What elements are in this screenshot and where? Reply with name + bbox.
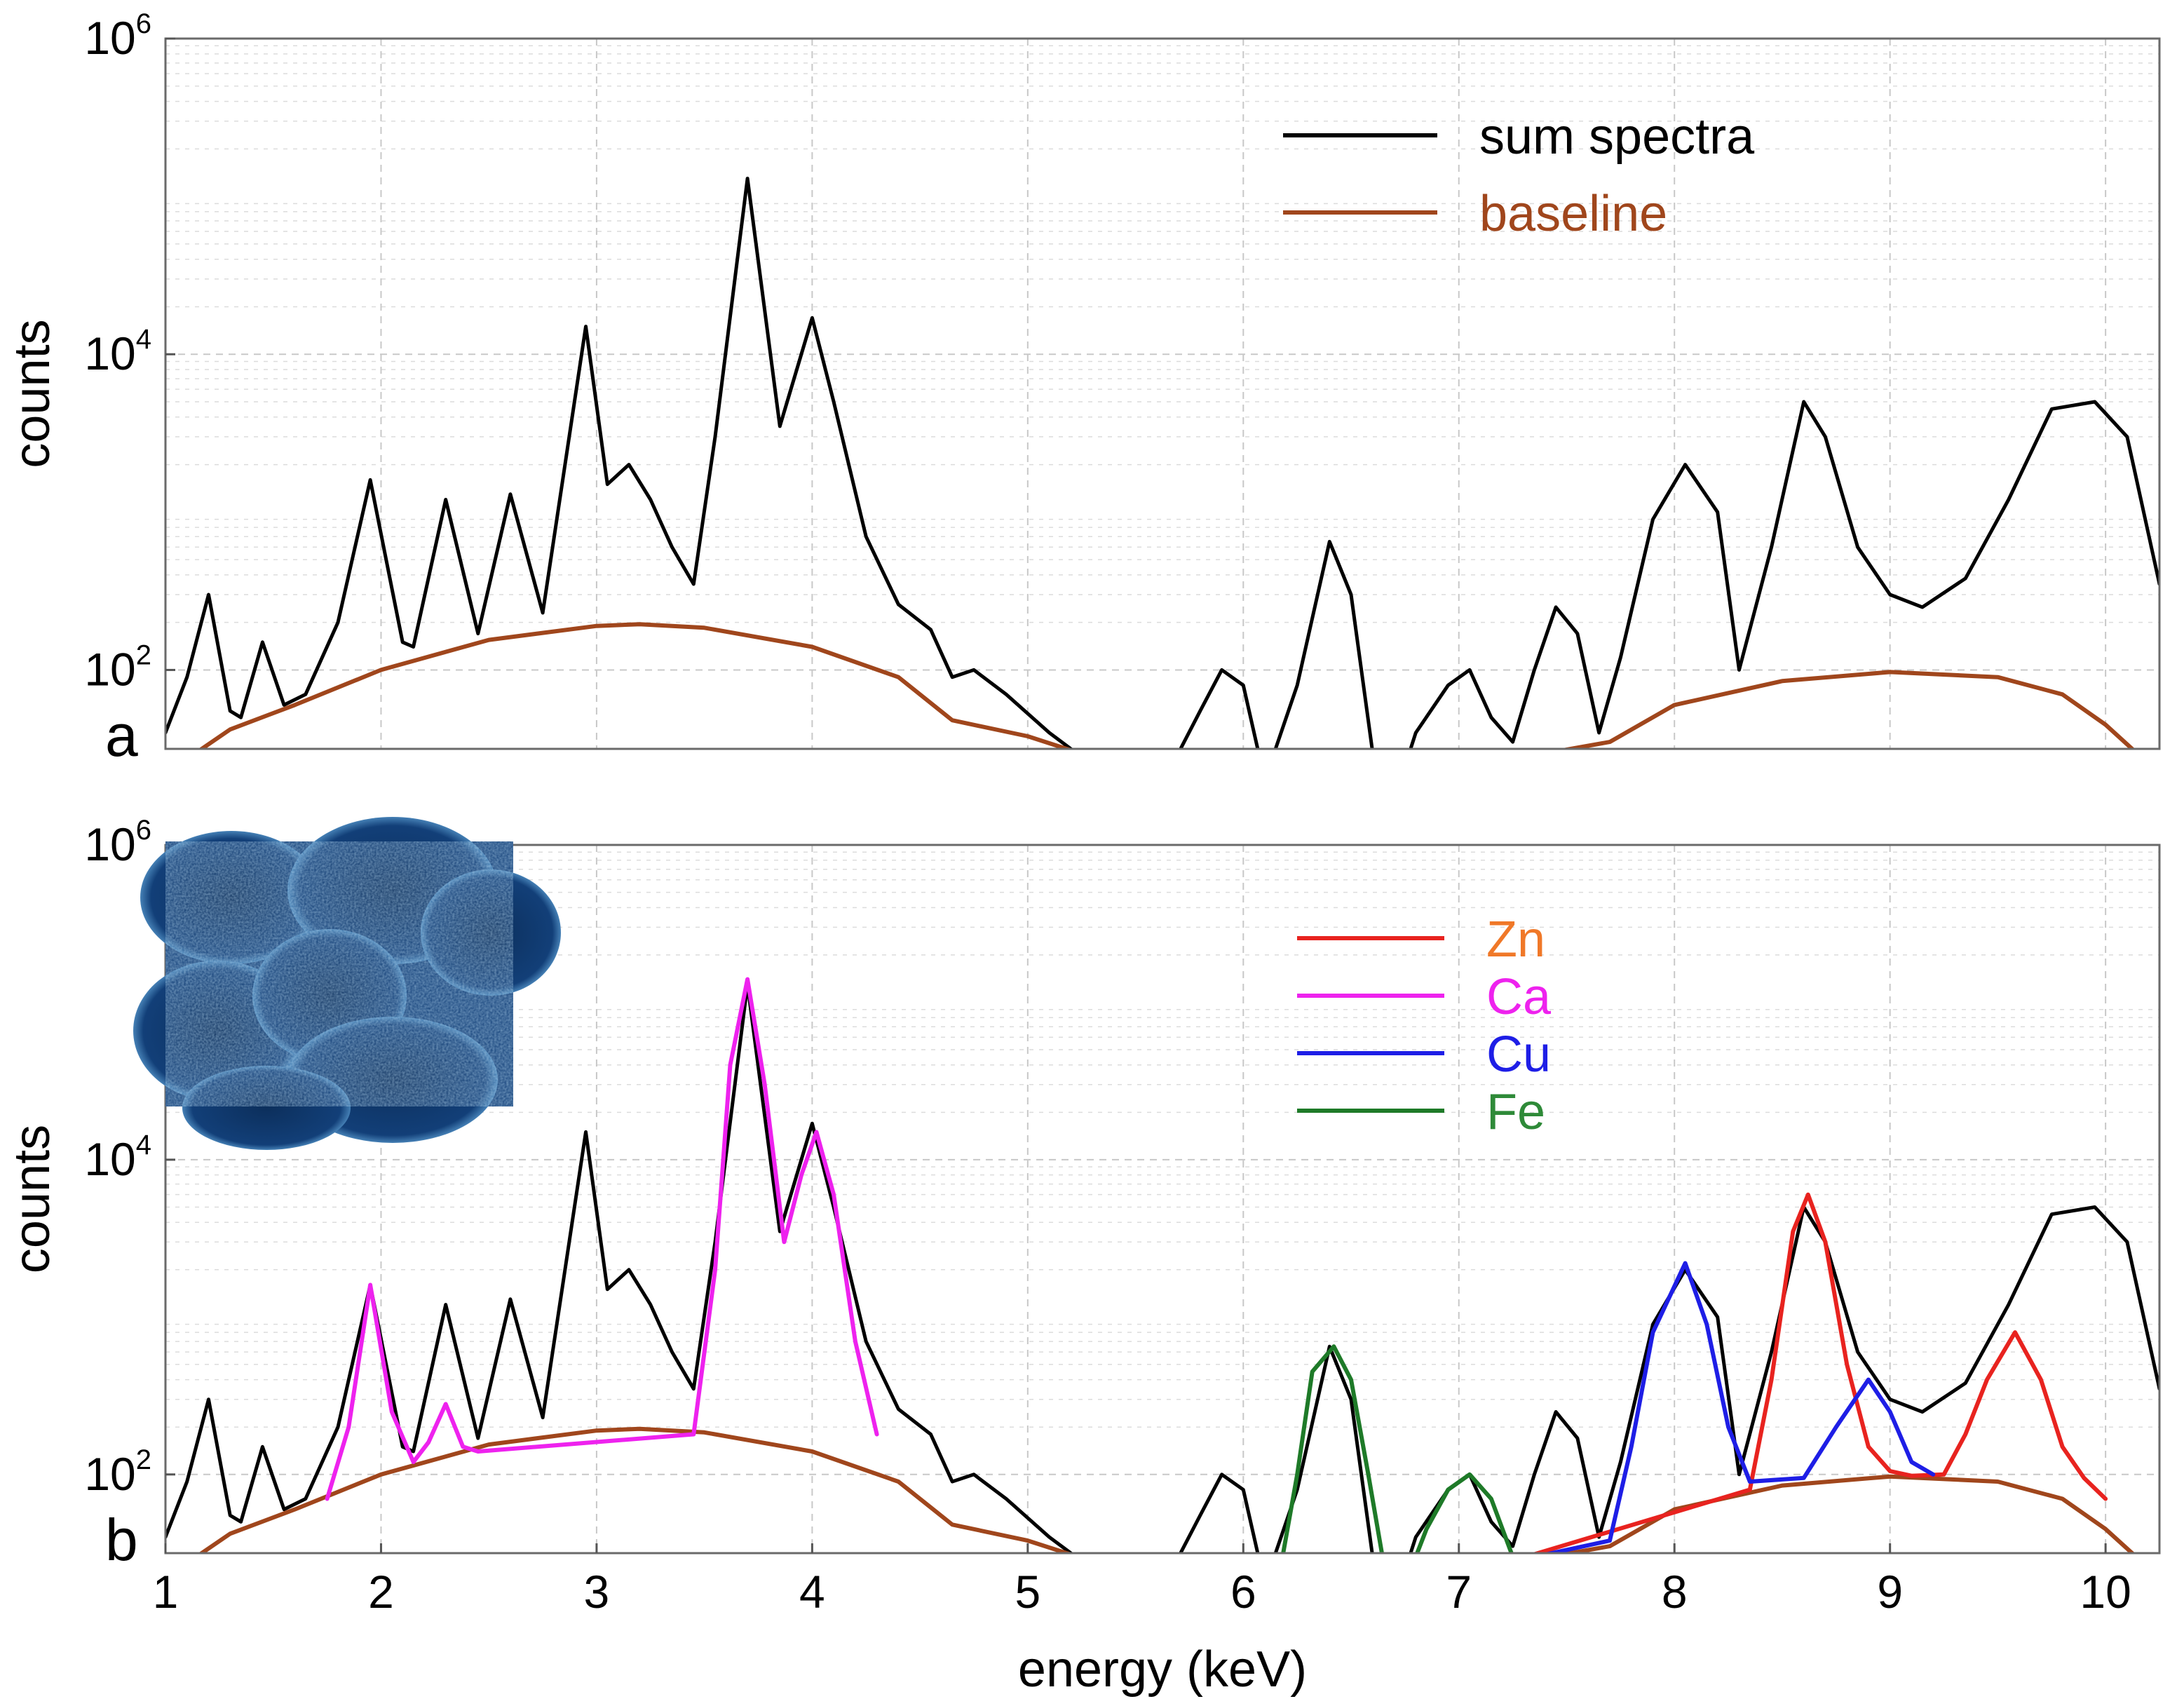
legend-label-ca: Ca [1486, 969, 1552, 1025]
y-axis-label-a: counts [4, 319, 60, 468]
y-tick-label: 102 [84, 1444, 151, 1500]
x-tick-label: 1 [153, 1566, 179, 1618]
series-line-baseline [198, 1426, 2136, 1553]
y-tick-label: 106 [84, 815, 151, 870]
legend-label-cu: Cu [1486, 1027, 1551, 1083]
panel-b: 102 104 106 1 2 3 4 5 6 7 8 9 10 counts energy (keV… [4, 815, 2161, 1698]
curves-a [165, 177, 2159, 749]
grid-a [165, 38, 2159, 749]
x-tick-label: 7 [1446, 1566, 1472, 1618]
legend-label-fe: Fe [1486, 1084, 1545, 1140]
legend-label-zn: Zn [1486, 912, 1545, 968]
x-tick-label: 9 [1877, 1566, 1903, 1618]
x-tick-label: 6 [1230, 1566, 1256, 1618]
x-tick-label: 8 [1662, 1566, 1688, 1618]
plot-frame-b [164, 844, 2161, 1555]
legend-label-baseline: baseline [1479, 186, 1667, 242]
panel-label-b: b [105, 1507, 138, 1573]
y-ticks-b: 102 104 106 [84, 815, 175, 1500]
x-tick-label: 4 [799, 1566, 825, 1618]
legend-b: Zn Ca Cu Fe [1297, 912, 1552, 1140]
series-line-fe [1281, 1344, 1514, 1553]
inset-micrograph [133, 817, 561, 1150]
panel-a: 102 104 106 counts a sum spectra baseline [4, 8, 2161, 769]
y-ticks-a: 102 104 106 [84, 8, 175, 695]
y-tick-label: 102 [84, 639, 151, 695]
x-tick-label: 2 [368, 1566, 394, 1618]
y-axis-label-b: counts [4, 1125, 60, 1273]
series-line-zn [1531, 1192, 2108, 1553]
series-line-sum-spectra [165, 177, 2159, 749]
legend-label-sum-spectra: sum spectra [1479, 109, 1755, 165]
x-tick-label: 10 [2080, 1566, 2131, 1618]
legend-a: sum spectra baseline [1283, 109, 1755, 242]
series-line-sum-spectra [165, 982, 2159, 1553]
series-line-ca [325, 977, 879, 1501]
y-tick-label: 104 [84, 1130, 151, 1185]
panel-label-a: a [105, 703, 138, 769]
series-line-cu [1542, 1261, 1936, 1553]
x-ticks-b: 1 2 3 4 5 6 7 8 9 10 [153, 1543, 2131, 1618]
x-axis-label: energy (keV) [1018, 1641, 1307, 1698]
y-tick-label: 104 [84, 324, 151, 379]
curves-b [165, 977, 2159, 1553]
x-tick-label: 3 [584, 1566, 610, 1618]
plot-frame-a [164, 37, 2161, 750]
x-tick-label: 5 [1015, 1566, 1040, 1618]
series-line-baseline [198, 622, 2136, 749]
y-tick-label: 106 [84, 8, 151, 64]
